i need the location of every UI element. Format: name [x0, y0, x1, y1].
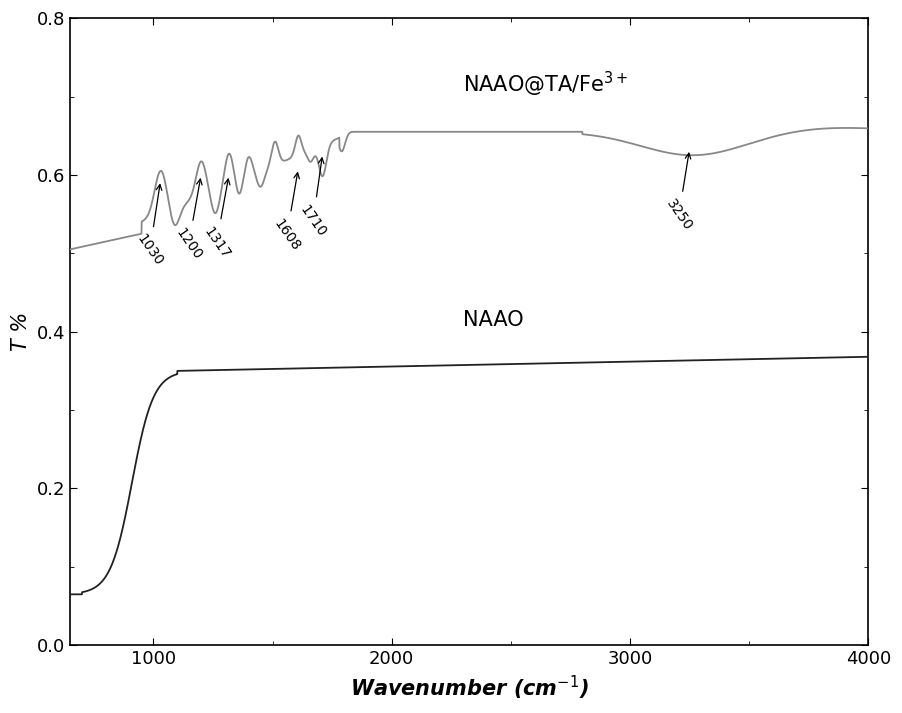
X-axis label: Wavenumber (cm$^{-1}$): Wavenumber (cm$^{-1}$): [350, 674, 588, 702]
Text: NAAO@TA/Fe$^{3+}$: NAAO@TA/Fe$^{3+}$: [464, 70, 629, 99]
Text: NAAO: NAAO: [464, 310, 524, 330]
Y-axis label: T %: T %: [11, 312, 31, 352]
Text: 1200: 1200: [173, 179, 205, 262]
Text: 3250: 3250: [663, 153, 695, 234]
Text: 1710: 1710: [298, 158, 329, 240]
Text: 1030: 1030: [134, 185, 166, 269]
Text: 1317: 1317: [201, 179, 233, 261]
Text: 1608: 1608: [271, 173, 303, 253]
